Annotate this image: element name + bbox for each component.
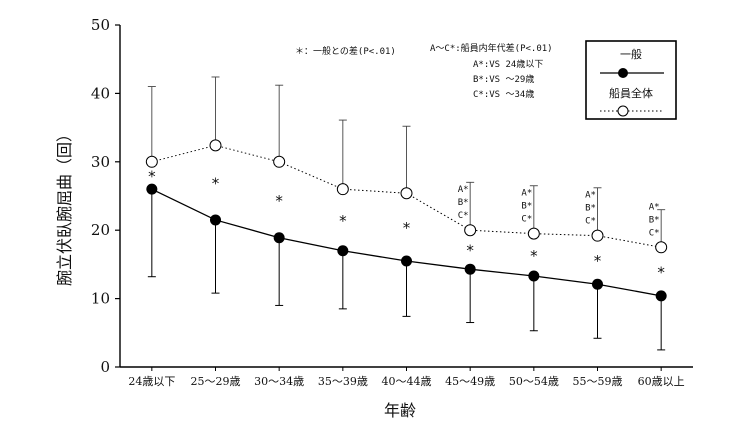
- y-ticks: 0 10 20 30 40 50: [91, 16, 120, 376]
- significance-star: *: [148, 167, 156, 185]
- significance-star: *: [594, 252, 602, 270]
- point-sailors: [591, 229, 604, 242]
- x-tick-label: 60歳以上: [638, 375, 685, 388]
- point-sailors: [273, 155, 286, 168]
- y-tick-label: 20: [91, 221, 110, 239]
- point-general: [146, 183, 158, 195]
- point-sailors: [464, 224, 477, 237]
- point-general: [401, 255, 412, 267]
- note-group-difference: A～C*:船員内年代差(P<.01): [430, 42, 553, 54]
- note-general-difference: ＊：一般との差(P<.01): [295, 45, 396, 57]
- significance-letter: C*: [585, 217, 596, 227]
- significance-marks: * * * * * * * * * A* B* C* A* B* C* A* B* C* A* B* C*: [148, 167, 665, 281]
- x-axis-label: 年齢: [384, 401, 416, 420]
- y-tick-label: 40: [91, 84, 110, 102]
- legend: 一般 船員全体: [585, 40, 677, 120]
- x-tick-label: 30～34歳: [254, 375, 304, 388]
- significance-star: *: [403, 219, 411, 237]
- x-tick-label: 25～29歳: [191, 375, 241, 388]
- significance-letter: A*: [585, 191, 596, 201]
- legend-marker-general: [618, 68, 628, 78]
- point-sailors: [145, 155, 158, 168]
- significance-star: *: [657, 264, 665, 282]
- point-sailors: [336, 183, 349, 196]
- x-tick-label: 24歳以下: [128, 375, 175, 388]
- significance-star: *: [275, 192, 283, 210]
- point-general: [273, 232, 285, 244]
- legend-label-general: 一般: [620, 48, 642, 61]
- x-tick-label: 40～44歳: [382, 375, 432, 388]
- x-tick-label: 55～59歳: [573, 375, 623, 388]
- significance-letter: A*: [521, 189, 532, 199]
- significance-letter: A*: [458, 185, 469, 195]
- point-general: [655, 290, 667, 302]
- significance-star: *: [530, 247, 538, 265]
- significance-letter: B*: [585, 204, 596, 214]
- legend-label-sailors: 船員全体: [609, 86, 653, 100]
- significance-letter: B*: [521, 202, 532, 212]
- y-axis-label: 腕立伏臥腕屈曲（回）: [55, 126, 74, 286]
- legend-marker-sailors: [617, 105, 629, 117]
- significance-star: *: [466, 242, 474, 260]
- point-general: [464, 263, 476, 275]
- y-tick-label: 0: [100, 358, 110, 376]
- significance-letter: A*: [649, 202, 660, 212]
- y-tick-label: 10: [91, 290, 110, 308]
- legend-box: [585, 40, 677, 120]
- point-general: [528, 270, 540, 282]
- point-general: [592, 278, 603, 290]
- x-tick-label: 50～54歳: [509, 375, 559, 388]
- point-general: [337, 245, 349, 257]
- point-general: [210, 214, 221, 226]
- note-a: A*:VS 24歳以下: [473, 58, 543, 70]
- significance-letter: C*: [649, 228, 660, 238]
- significance-star: *: [339, 212, 347, 230]
- significance-letter: C*: [458, 211, 469, 221]
- x-ticks: 24歳以下 25～29歳 30～34歳 35～39歳 40～44歳 45～49歳 50～54…: [128, 367, 685, 388]
- x-tick-label: 35～39歳: [318, 375, 368, 388]
- y-tick-label: 50: [91, 16, 110, 34]
- x-tick-label: 45～49歳: [445, 375, 495, 388]
- point-sailors: [400, 187, 413, 200]
- series-points: [145, 139, 668, 302]
- error-bars: [147, 76, 666, 351]
- point-sailors: [655, 241, 668, 254]
- point-sailors: [209, 139, 222, 152]
- significance-letter: B*: [649, 215, 660, 225]
- significance-letter: B*: [458, 198, 469, 208]
- note-c: C*:VS ～34歳: [473, 88, 534, 100]
- significance-letter: C*: [521, 215, 532, 225]
- significance-star: *: [212, 175, 220, 193]
- point-sailors: [527, 227, 540, 240]
- note-b: B*:VS ～29歳: [473, 73, 534, 85]
- y-tick-label: 30: [91, 153, 110, 171]
